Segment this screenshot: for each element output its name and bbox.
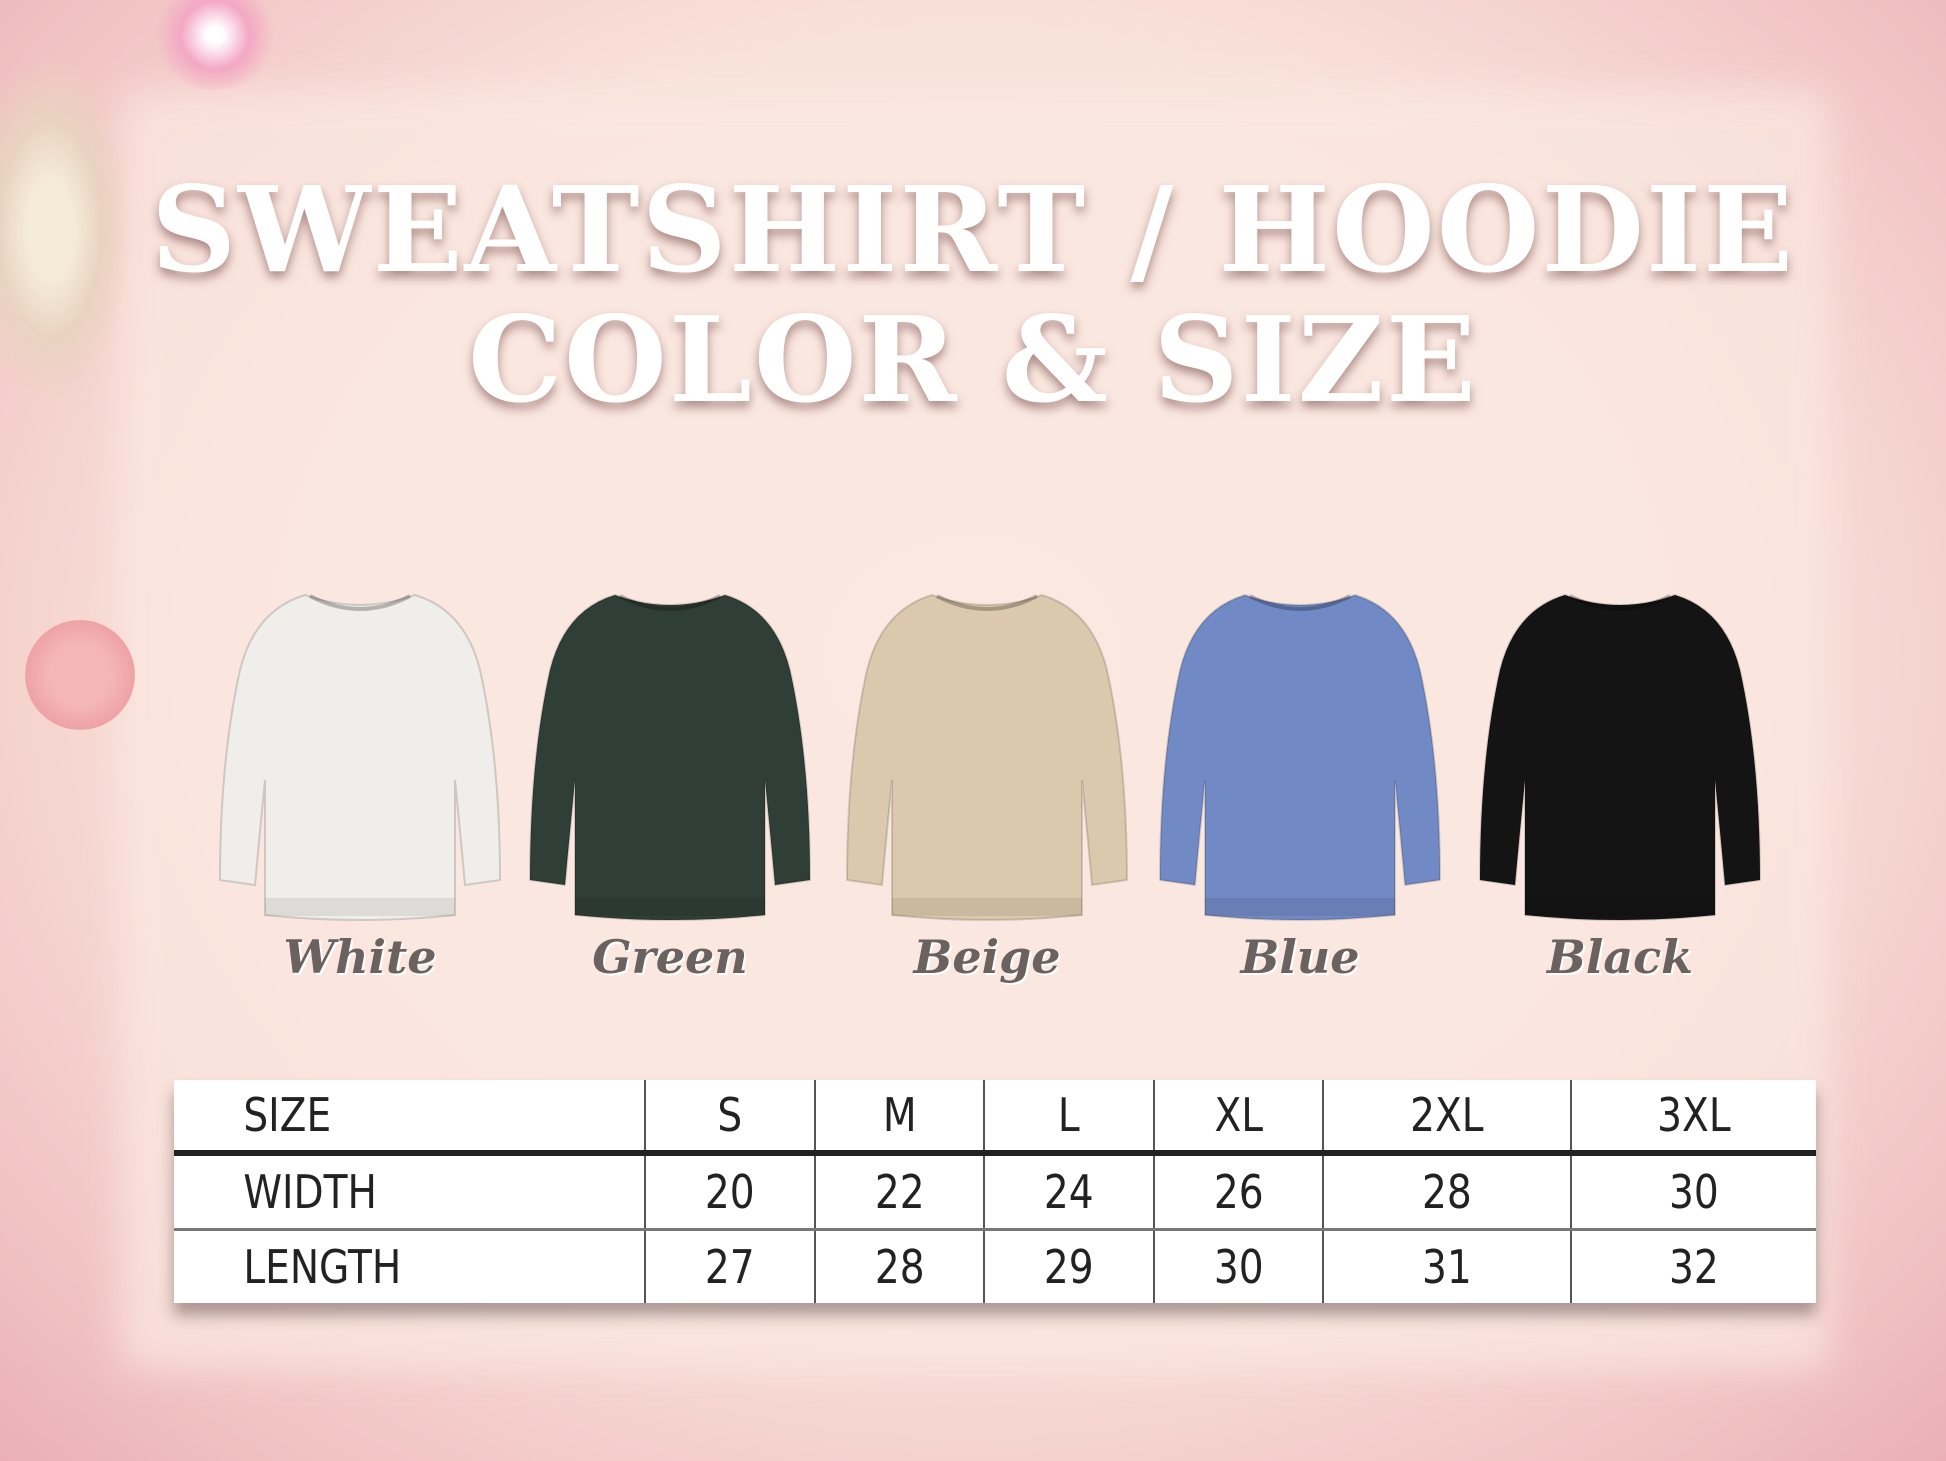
- table-cell: LENGTH: [209, 1228, 610, 1303]
- color-label: Green: [592, 930, 748, 984]
- sweatshirt-blue: [1150, 580, 1450, 930]
- table-cell: 29: [996, 1228, 1142, 1303]
- header-cell: M: [826, 1080, 972, 1156]
- table-cell: WIDTH: [243, 1165, 377, 1219]
- table-header-row: SIZE S M L XL 2XL 3XL: [174, 1080, 1816, 1156]
- color-label: Beige: [913, 930, 1061, 984]
- table-cell: 28: [826, 1228, 972, 1303]
- header-cell: 2XL: [1341, 1080, 1553, 1156]
- color-label: White: [283, 930, 437, 984]
- header-cell: S: [656, 1080, 802, 1156]
- sweatshirt-black: [1470, 580, 1770, 930]
- table-cell: 20: [656, 1153, 802, 1230]
- header-cell: XL: [1165, 1080, 1311, 1156]
- table-cell: 26: [1165, 1153, 1311, 1230]
- flower-decoration: [0, 60, 130, 400]
- sweatshirt-beige: [837, 580, 1137, 930]
- sweatshirt-green: [520, 580, 820, 930]
- table-cell: 31: [1341, 1228, 1553, 1303]
- button-decoration: [25, 620, 135, 730]
- size-table: SIZE S M L XL 2XL 3XL WIDTH 20 22 24 26 …: [174, 1080, 1816, 1303]
- table-row-width: WIDTH 20 22 24 26 28 30: [174, 1153, 1816, 1230]
- table-cell: 24: [996, 1153, 1142, 1230]
- table-row-length: LENGTH 27 28 29 30 31 32: [174, 1228, 1816, 1303]
- header-cell: 3XL: [1588, 1080, 1798, 1156]
- table-cell: 32: [1588, 1228, 1798, 1303]
- sweatshirt-white: [210, 580, 510, 930]
- flower-decoration: [150, 0, 280, 90]
- header-cell: SIZE: [209, 1080, 610, 1156]
- table-cell: 30: [1588, 1153, 1798, 1230]
- table-cell: 22: [826, 1153, 972, 1230]
- color-label: Blue: [1240, 930, 1360, 984]
- table-cell: 30: [1165, 1228, 1311, 1303]
- title-line-1: SWEATSHIRT / HOODIE: [150, 160, 1796, 299]
- table-cell: 27: [656, 1228, 802, 1303]
- header-cell: L: [996, 1080, 1142, 1156]
- table-cell: 28: [1341, 1153, 1553, 1230]
- color-label: Black: [1546, 930, 1694, 984]
- title-line-2: COLOR & SIZE: [468, 290, 1478, 429]
